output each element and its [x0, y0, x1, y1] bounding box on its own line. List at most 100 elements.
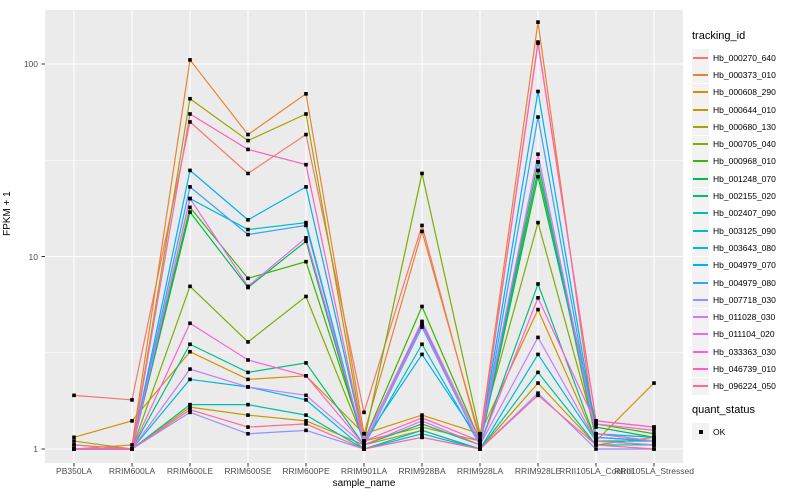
- legend-line-icon: [693, 73, 708, 76]
- x-tick-label: RRIM600LE: [166, 466, 214, 476]
- x-tick-label: PB350LA: [56, 466, 92, 476]
- data-point-marker: [536, 41, 540, 46]
- data-point-marker: [130, 443, 134, 447]
- data-point-marker: [188, 342, 192, 347]
- y-tick-label: 1: [33, 444, 38, 454]
- legend-quant-status: quant_status OK: [692, 404, 798, 441]
- legend-item: Hb_000270_640: [692, 49, 798, 67]
- legend-label: Hb_033363_030: [713, 346, 776, 357]
- legend-label: Hb_003643_080: [713, 242, 776, 253]
- legend-swatch: [692, 152, 709, 170]
- legend-label: Hb_001248_070: [713, 173, 776, 184]
- legend-swatch: [692, 170, 709, 188]
- legend-ok-label: OK: [713, 426, 726, 437]
- data-point-marker: [652, 439, 656, 443]
- data-point-marker: [188, 402, 192, 407]
- data-point-marker: [536, 174, 540, 179]
- data-point-marker: [536, 391, 540, 395]
- legend-line-icon: [693, 333, 708, 336]
- legend-line-icon: [693, 367, 708, 370]
- x-tick-label: RRIM600PE: [282, 466, 330, 476]
- legend-item: Hb_000373_010: [692, 66, 798, 84]
- legend-line-icon: [693, 212, 708, 215]
- data-point-marker: [188, 405, 192, 409]
- data-point-marker: [362, 447, 366, 451]
- data-point-marker: [246, 370, 250, 375]
- legend: tracking_id Hb_000270_640 Hb_000373_010 Hb…: [692, 30, 798, 441]
- data-point-marker: [536, 282, 540, 286]
- y-tick-label: 100: [23, 59, 38, 69]
- legend-label: Hb_000705_040: [713, 139, 776, 150]
- x-tick-label: RRIM928LE: [514, 466, 562, 476]
- data-point-marker: [246, 385, 250, 389]
- data-point-marker: [246, 276, 250, 281]
- legend-item: Hb_000968_010: [692, 152, 798, 170]
- data-point-marker: [652, 443, 656, 447]
- legend-label: Hb_011104_020: [713, 329, 775, 340]
- data-point-marker: [304, 413, 308, 417]
- data-point-marker: [188, 120, 192, 124]
- data-point-marker: [304, 239, 308, 244]
- data-point-marker: [188, 349, 192, 354]
- legend-line-icon: [693, 177, 708, 180]
- legend-swatch: [692, 256, 709, 274]
- legend-swatch: [692, 49, 709, 67]
- legend-line-icon: [693, 160, 708, 163]
- data-point-marker: [536, 296, 540, 300]
- data-point-marker: [420, 419, 424, 423]
- legend-swatch: [692, 83, 709, 101]
- data-point-marker: [304, 398, 308, 402]
- data-point-marker: [188, 377, 192, 382]
- legend-swatch: [692, 291, 709, 309]
- data-point-marker: [594, 431, 598, 436]
- data-point-marker: [304, 112, 308, 116]
- data-point-marker: [188, 196, 192, 201]
- data-point-marker: [652, 425, 656, 429]
- data-point-marker: [246, 284, 250, 289]
- legend-line-icon: [693, 229, 708, 232]
- data-point-marker: [72, 443, 76, 447]
- data-point-marker: [246, 227, 250, 232]
- data-point-marker: [188, 210, 192, 214]
- data-point-marker: [536, 307, 540, 312]
- legend-swatch: [692, 187, 709, 205]
- data-point-marker: [304, 220, 308, 225]
- legend-line-icon: [693, 281, 708, 284]
- data-point-marker: [72, 435, 76, 440]
- legend-label: Hb_000644_010: [713, 104, 776, 115]
- legend-line-icon: [693, 195, 708, 198]
- legend-item: Hb_007718_030: [692, 291, 798, 309]
- data-point-marker: [130, 447, 134, 451]
- data-point-marker: [594, 435, 598, 440]
- data-point-marker: [304, 236, 308, 240]
- legend-swatch: [692, 360, 709, 378]
- legend-swatch: [692, 239, 709, 257]
- data-point-marker: [72, 439, 76, 443]
- legend-item: Hb_011028_030: [692, 308, 798, 326]
- data-point-marker: [652, 381, 656, 385]
- data-point-marker: [594, 425, 598, 429]
- data-point-marker: [188, 321, 192, 326]
- legend-item: Hb_011104_020: [692, 325, 798, 343]
- data-point-marker: [362, 410, 366, 415]
- data-point-marker: [420, 435, 424, 440]
- legend-label: Hb_046739_010: [713, 363, 776, 374]
- legend-item: Hb_000608_290: [692, 83, 798, 101]
- data-point-marker: [420, 416, 424, 420]
- legend-swatch: [692, 101, 709, 119]
- data-point-marker: [420, 342, 424, 347]
- data-point-marker: [420, 323, 424, 327]
- legend-line-icon: [693, 350, 708, 353]
- data-point-marker: [246, 171, 250, 176]
- data-point-marker: [594, 447, 598, 451]
- legend-label: Hb_004979_080: [713, 277, 776, 288]
- data-point-marker: [536, 89, 540, 94]
- data-point-marker: [246, 402, 250, 407]
- legend-label: Hb_004979_070: [713, 260, 776, 271]
- data-point-marker: [304, 259, 308, 264]
- data-point-marker: [652, 428, 656, 433]
- data-point-marker: [536, 393, 540, 398]
- legend-label: Hb_007718_030: [713, 294, 776, 305]
